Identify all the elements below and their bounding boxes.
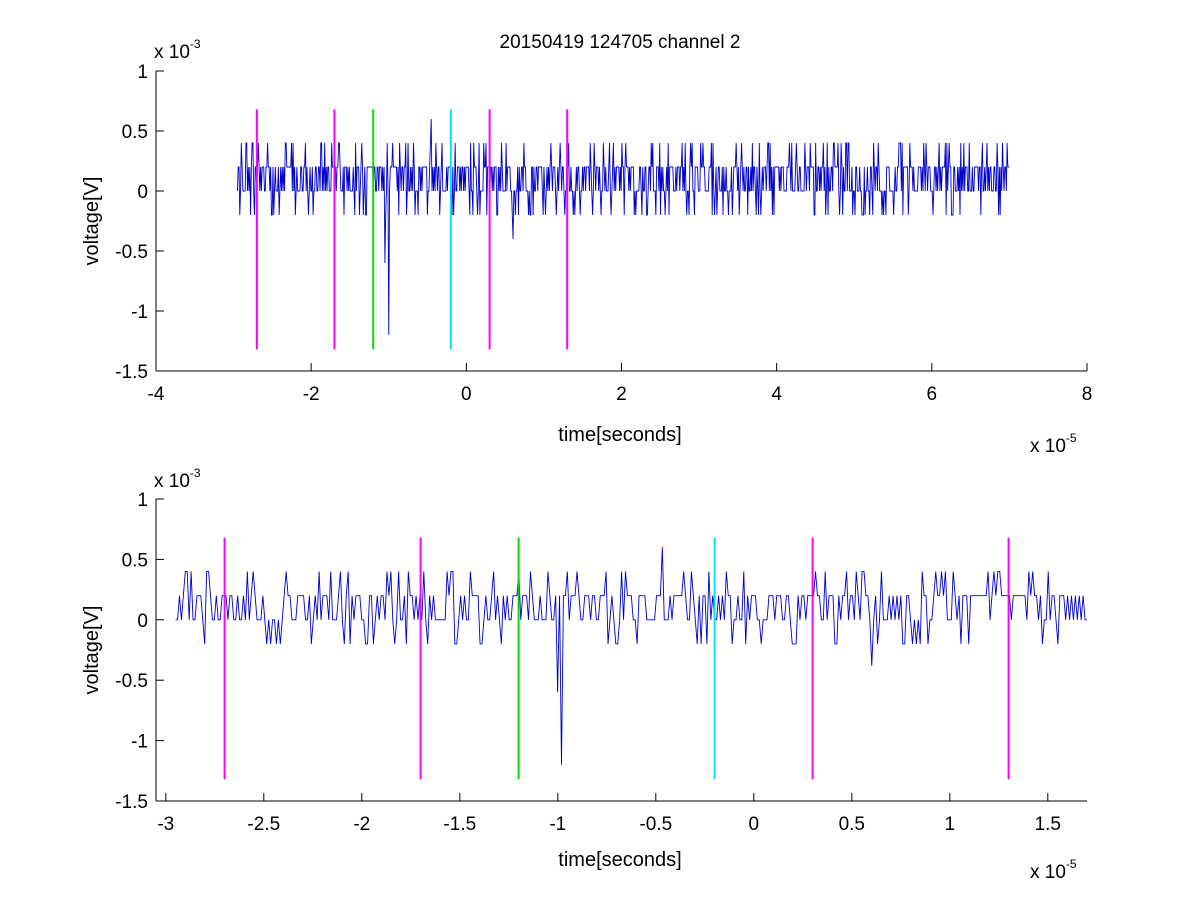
top-y-tick-label: 1 — [137, 62, 148, 83]
bottom-x-ticks: -3 -2.5 -2 -1.5 -1 -0.5 0 0.5 1 1.5 — [157, 793, 1061, 835]
top-x-tick-label: 4 — [771, 384, 782, 405]
bottom-y-multiplier-base: x 10 — [154, 471, 190, 492]
bottom-x-tick-label: 0 — [749, 814, 760, 835]
top-x-tick-label: -2 — [303, 384, 320, 405]
top-x-tick-label: -4 — [148, 384, 165, 405]
top-x-axis-label: time[seconds] — [558, 424, 681, 446]
bottom-x-tick-label: -3 — [157, 814, 174, 835]
top-axes — [155, 71, 1087, 372]
top-signal-line — [237, 118, 1010, 336]
top-x-ticks: -4 -2 0 2 4 6 8 — [148, 363, 1093, 405]
top-x-tick-label: 6 — [927, 384, 938, 405]
bottom-y-tick-label: 0 — [137, 611, 148, 632]
top-x-multiplier-base: x 10 — [1030, 436, 1066, 457]
top-y-multiplier-base: x 10 — [154, 42, 190, 63]
top-y-ticks: -1.5 -1 -0.5 0 0.5 1 — [115, 62, 164, 383]
bottom-y-tick-label: -1.5 — [115, 792, 148, 813]
top-y-tick-label: -0.5 — [115, 242, 148, 263]
bottom-y-axis-label: voltage[V] — [81, 606, 103, 695]
bottom-axes — [155, 499, 1087, 802]
top-x-tick-label: 0 — [461, 384, 472, 405]
bottom-y-tick-label: 1 — [137, 490, 148, 511]
bottom-signal-line — [175, 547, 1087, 765]
bottom-x-multiplier: x 10-5 — [1030, 857, 1077, 883]
top-y-multiplier: x 10-3 — [154, 37, 201, 63]
bottom-x-tick-label: 0.5 — [839, 814, 865, 835]
top-plot: -4 -2 0 2 4 6 8 -1.5-1-0.500.51 time[seconds] … — [81, 37, 1092, 457]
bottom-x-axis-label: time[seconds] — [558, 849, 681, 871]
top-y-axis-label: voltage[V] — [81, 177, 103, 266]
top-x-multiplier-exponent: -5 — [1066, 431, 1077, 445]
bottom-x-tick-label: -1.5 — [443, 814, 476, 835]
top-y-tick-label: -1 — [131, 302, 148, 323]
top-y-tick-label: 0 — [137, 182, 148, 203]
bottom-y-multiplier-exponent: -3 — [190, 466, 201, 480]
bottom-y-ticks: -1.5 -1 -0.5 0 0.5 1 — [115, 490, 164, 813]
top-y-tick-label: -1.5 — [115, 362, 148, 383]
bottom-y-tick-label: -1 — [131, 732, 148, 753]
bottom-y-tick-label: -0.5 — [115, 671, 148, 692]
top-y-tick-label: 0.5 — [122, 122, 148, 143]
bottom-signal-series — [175, 547, 1087, 765]
figure-title: 20150419 124705 channel 2 — [500, 32, 741, 53]
bottom-x-multiplier-exponent: -5 — [1066, 857, 1077, 871]
bottom-x-tick-label: -1 — [549, 814, 566, 835]
bottom-x-multiplier-base: x 10 — [1030, 862, 1066, 883]
top-x-tick-label: 2 — [616, 384, 627, 405]
bottom-x-tick-label: -0.5 — [639, 814, 672, 835]
top-marker-lines — [255, 109, 569, 350]
top-y-multiplier-exponent: -3 — [190, 37, 201, 51]
bottom-x-tick-label: 1 — [945, 814, 956, 835]
bottom-marker-lines — [223, 537, 1010, 780]
bottom-x-tick-label: 1.5 — [1035, 814, 1061, 835]
top-x-multiplier: x 10-5 — [1030, 431, 1077, 457]
bottom-x-tick-label: -2.5 — [247, 814, 280, 835]
top-signal-series — [237, 118, 1010, 336]
bottom-plot: -3 -2.5 -2 -1.5 -1 -0.5 0 0.5 1 1.5 -1.5 -1 -0.5 0 0.… — [81, 466, 1087, 883]
bottom-y-multiplier: x 10-3 — [154, 466, 201, 492]
bottom-x-tick-label: -2 — [353, 814, 370, 835]
bottom-y-tick-label: 0.5 — [122, 550, 148, 571]
top-x-tick-label: 8 — [1082, 384, 1093, 405]
